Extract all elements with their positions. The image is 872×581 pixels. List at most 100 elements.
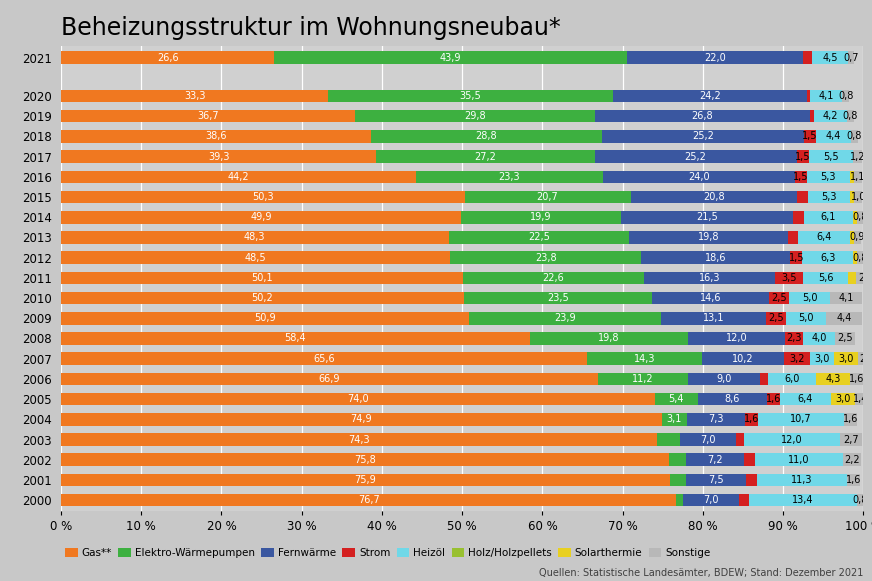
Text: 6,0: 6,0 xyxy=(784,374,800,384)
Text: 2,5: 2,5 xyxy=(768,313,784,323)
Bar xyxy=(803,51,812,64)
Bar xyxy=(688,372,760,385)
Bar xyxy=(853,211,857,224)
Bar xyxy=(61,454,669,466)
Text: 76,7: 76,7 xyxy=(358,495,379,505)
Text: 16,3: 16,3 xyxy=(698,273,720,283)
Text: 49,9: 49,9 xyxy=(250,212,272,223)
Text: 5,3: 5,3 xyxy=(821,172,836,182)
Bar xyxy=(816,130,851,143)
Text: 33,3: 33,3 xyxy=(184,91,206,101)
Bar xyxy=(61,372,597,385)
Text: 28,8: 28,8 xyxy=(475,131,497,141)
Text: 29,8: 29,8 xyxy=(464,111,486,121)
Text: 2,6: 2,6 xyxy=(859,273,872,283)
Bar xyxy=(61,51,275,64)
Bar xyxy=(802,252,853,264)
Bar xyxy=(448,231,629,243)
Text: 38,6: 38,6 xyxy=(205,131,227,141)
Bar xyxy=(842,89,848,102)
Text: 23,5: 23,5 xyxy=(547,293,569,303)
Bar xyxy=(785,332,803,345)
Bar xyxy=(849,171,854,183)
Bar xyxy=(843,454,861,466)
Text: 0,8: 0,8 xyxy=(853,495,868,505)
Text: 58,4: 58,4 xyxy=(284,333,306,343)
Bar xyxy=(464,292,652,304)
Bar xyxy=(61,413,662,426)
Text: 50,3: 50,3 xyxy=(252,192,274,202)
Bar xyxy=(465,191,630,203)
Bar xyxy=(857,211,863,224)
Bar xyxy=(749,494,857,507)
Bar xyxy=(670,474,686,486)
Text: 2,5: 2,5 xyxy=(837,333,853,343)
Bar xyxy=(814,110,848,123)
Bar xyxy=(767,393,780,406)
Bar xyxy=(851,130,858,143)
Bar xyxy=(757,474,848,486)
Bar xyxy=(61,231,448,243)
Bar xyxy=(662,413,687,426)
Bar xyxy=(780,393,831,406)
Text: 65,6: 65,6 xyxy=(313,354,335,364)
Bar xyxy=(661,312,766,325)
Text: 1,6: 1,6 xyxy=(766,394,781,404)
Text: 6,1: 6,1 xyxy=(821,212,836,223)
Bar xyxy=(855,191,862,203)
Text: 75,8: 75,8 xyxy=(354,455,376,465)
Bar xyxy=(595,110,809,123)
Bar xyxy=(61,332,529,345)
Text: 0,8: 0,8 xyxy=(853,253,868,263)
Bar xyxy=(857,252,863,264)
Text: 8,6: 8,6 xyxy=(725,394,740,404)
Bar xyxy=(850,191,855,203)
Bar xyxy=(809,89,842,102)
Text: 48,3: 48,3 xyxy=(244,232,266,242)
Bar xyxy=(61,494,677,507)
Text: 11,2: 11,2 xyxy=(632,374,653,384)
Bar xyxy=(644,271,775,284)
Bar xyxy=(809,353,834,365)
Bar xyxy=(855,393,867,406)
Bar xyxy=(755,454,843,466)
Text: 7,2: 7,2 xyxy=(707,455,723,465)
Text: 18,6: 18,6 xyxy=(705,253,726,263)
Bar xyxy=(595,150,797,163)
Bar xyxy=(652,292,769,304)
Text: 7,3: 7,3 xyxy=(708,414,724,424)
Text: 24,2: 24,2 xyxy=(699,91,721,101)
Bar xyxy=(856,271,872,284)
Text: 4,2: 4,2 xyxy=(822,111,838,121)
Text: 2,2: 2,2 xyxy=(844,455,860,465)
Bar xyxy=(529,332,688,345)
Text: 5,0: 5,0 xyxy=(801,293,817,303)
Bar xyxy=(807,171,849,183)
Legend: Gas**, Elektro-Wärmepumpen, Fernwärme, Strom, Heizöl, Holz/Holzpellets, Solarthe: Gas**, Elektro-Wärmepumpen, Fernwärme, S… xyxy=(61,544,715,562)
Bar xyxy=(809,110,814,123)
Text: 10,2: 10,2 xyxy=(732,354,753,364)
Bar xyxy=(858,353,872,365)
Text: 19,8: 19,8 xyxy=(698,232,719,242)
Bar xyxy=(789,292,829,304)
Bar xyxy=(450,252,641,264)
Bar xyxy=(677,494,683,507)
Text: 35,5: 35,5 xyxy=(460,91,481,101)
Text: 6,4: 6,4 xyxy=(816,232,832,242)
Text: 0,7: 0,7 xyxy=(843,53,859,63)
Text: Beheizungsstruktur im Wohnungsneubau*: Beheizungsstruktur im Wohnungsneubau* xyxy=(61,16,561,40)
Bar xyxy=(61,292,464,304)
Bar xyxy=(603,171,795,183)
Bar xyxy=(698,393,767,406)
Bar xyxy=(827,312,862,325)
Bar xyxy=(807,89,809,102)
Text: 3,0: 3,0 xyxy=(835,394,851,404)
Text: 2,7: 2,7 xyxy=(843,435,859,444)
Text: 12,0: 12,0 xyxy=(781,435,803,444)
Text: 75,9: 75,9 xyxy=(355,475,377,485)
Text: 3,5: 3,5 xyxy=(781,273,797,283)
Bar xyxy=(61,110,356,123)
Bar xyxy=(853,252,857,264)
Bar xyxy=(848,474,860,486)
Text: Quellen: Statistische Landesämter, BDEW; Stand: Dezember 2021: Quellen: Statistische Landesämter, BDEW;… xyxy=(539,568,863,578)
